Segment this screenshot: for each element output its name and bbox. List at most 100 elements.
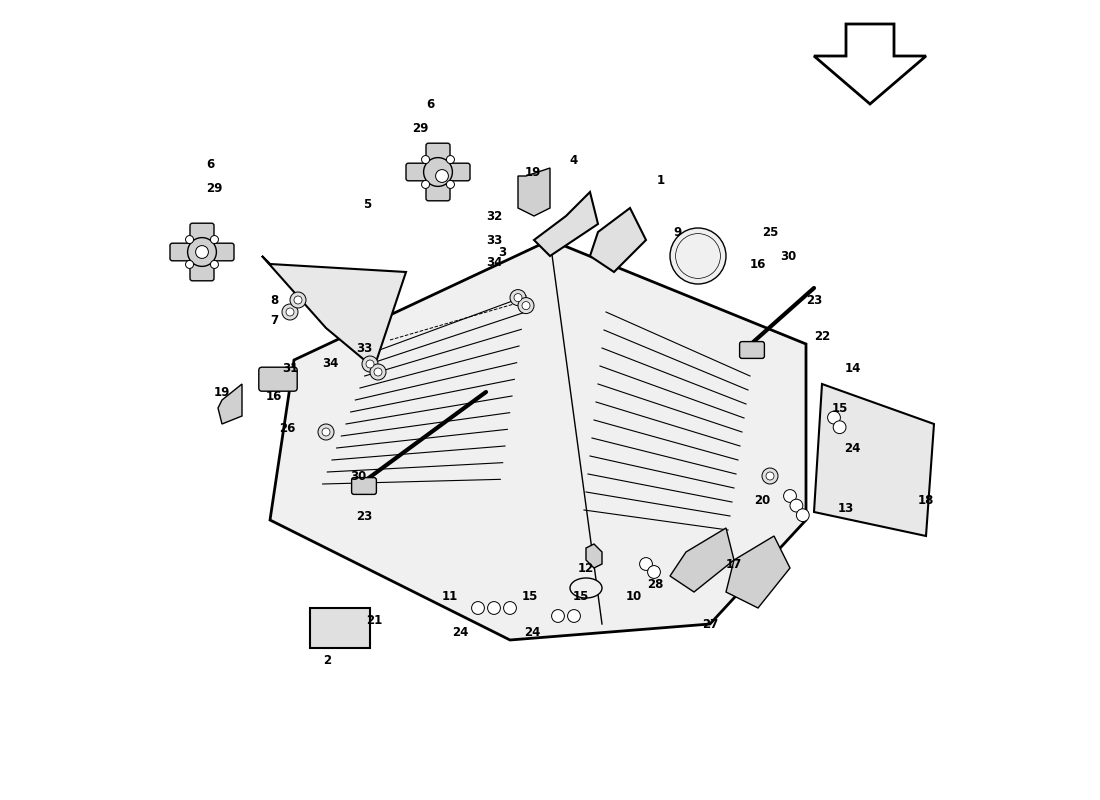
Circle shape bbox=[472, 602, 484, 614]
Circle shape bbox=[374, 368, 382, 376]
Text: 2: 2 bbox=[323, 654, 332, 666]
Text: 14: 14 bbox=[844, 362, 860, 374]
Circle shape bbox=[766, 472, 774, 480]
Text: 30: 30 bbox=[350, 470, 366, 482]
Text: 10: 10 bbox=[626, 590, 642, 602]
Polygon shape bbox=[590, 208, 646, 272]
Circle shape bbox=[282, 304, 298, 320]
Circle shape bbox=[514, 294, 522, 302]
Text: 6: 6 bbox=[426, 98, 434, 110]
Circle shape bbox=[783, 490, 796, 502]
Polygon shape bbox=[270, 240, 806, 640]
Text: 4: 4 bbox=[570, 154, 579, 166]
Text: 20: 20 bbox=[754, 494, 770, 506]
Text: 31: 31 bbox=[282, 362, 298, 374]
Text: 33: 33 bbox=[356, 342, 373, 354]
Circle shape bbox=[210, 261, 219, 269]
Text: 12: 12 bbox=[578, 562, 594, 574]
Circle shape bbox=[436, 170, 449, 182]
Circle shape bbox=[487, 602, 500, 614]
Text: 3: 3 bbox=[498, 246, 506, 258]
Circle shape bbox=[675, 234, 720, 278]
Circle shape bbox=[186, 235, 194, 243]
Circle shape bbox=[670, 228, 726, 284]
Circle shape bbox=[294, 296, 302, 304]
Circle shape bbox=[286, 308, 294, 316]
Circle shape bbox=[568, 610, 581, 622]
Circle shape bbox=[648, 566, 660, 578]
Text: 15: 15 bbox=[521, 590, 538, 602]
Circle shape bbox=[424, 158, 452, 186]
Polygon shape bbox=[534, 192, 598, 256]
Text: 28: 28 bbox=[648, 578, 663, 590]
Text: 25: 25 bbox=[762, 226, 778, 238]
Text: 7: 7 bbox=[270, 314, 278, 326]
Polygon shape bbox=[218, 384, 242, 424]
Text: 1: 1 bbox=[657, 174, 664, 186]
Text: 8: 8 bbox=[270, 294, 278, 306]
Text: 16: 16 bbox=[266, 390, 283, 402]
Text: 34: 34 bbox=[486, 256, 503, 269]
Circle shape bbox=[186, 261, 194, 269]
Polygon shape bbox=[586, 544, 602, 568]
FancyBboxPatch shape bbox=[210, 243, 234, 261]
FancyBboxPatch shape bbox=[258, 367, 297, 391]
FancyBboxPatch shape bbox=[310, 608, 370, 648]
Polygon shape bbox=[518, 168, 550, 216]
Circle shape bbox=[551, 610, 564, 622]
Text: 23: 23 bbox=[806, 294, 822, 306]
Circle shape bbox=[290, 292, 306, 308]
Circle shape bbox=[510, 290, 526, 306]
FancyBboxPatch shape bbox=[352, 478, 376, 494]
FancyBboxPatch shape bbox=[170, 243, 194, 261]
Text: 16: 16 bbox=[750, 258, 767, 270]
Text: 27: 27 bbox=[702, 618, 718, 630]
Polygon shape bbox=[262, 256, 406, 368]
Text: 6: 6 bbox=[206, 158, 214, 170]
Circle shape bbox=[518, 298, 534, 314]
Polygon shape bbox=[726, 536, 790, 608]
Circle shape bbox=[827, 411, 840, 424]
FancyBboxPatch shape bbox=[739, 342, 764, 358]
Text: 24: 24 bbox=[452, 626, 469, 638]
Circle shape bbox=[833, 421, 846, 434]
Text: 32: 32 bbox=[486, 210, 502, 222]
FancyBboxPatch shape bbox=[446, 163, 470, 181]
Circle shape bbox=[210, 235, 219, 243]
Circle shape bbox=[790, 499, 803, 512]
Circle shape bbox=[504, 602, 516, 614]
FancyBboxPatch shape bbox=[190, 223, 214, 241]
Polygon shape bbox=[814, 24, 926, 104]
Text: 19: 19 bbox=[213, 386, 230, 398]
Circle shape bbox=[318, 424, 334, 440]
Text: 34: 34 bbox=[322, 358, 338, 370]
Circle shape bbox=[322, 428, 330, 436]
Circle shape bbox=[796, 509, 810, 522]
Circle shape bbox=[522, 302, 530, 310]
Circle shape bbox=[639, 558, 652, 570]
FancyBboxPatch shape bbox=[426, 143, 450, 161]
Text: 26: 26 bbox=[279, 422, 296, 434]
Text: 15: 15 bbox=[832, 402, 848, 414]
FancyBboxPatch shape bbox=[406, 163, 430, 181]
Text: 15: 15 bbox=[572, 590, 588, 602]
Text: 29: 29 bbox=[412, 122, 429, 134]
Circle shape bbox=[421, 181, 430, 189]
Text: 5: 5 bbox=[363, 198, 372, 210]
Text: 29: 29 bbox=[206, 182, 222, 194]
Circle shape bbox=[421, 155, 430, 163]
Ellipse shape bbox=[570, 578, 602, 598]
Text: 18: 18 bbox=[917, 494, 934, 506]
Circle shape bbox=[447, 181, 454, 189]
Circle shape bbox=[366, 360, 374, 368]
Text: 33: 33 bbox=[486, 234, 502, 246]
Text: 17: 17 bbox=[726, 558, 742, 570]
Circle shape bbox=[762, 468, 778, 484]
Text: 23: 23 bbox=[356, 510, 373, 522]
Circle shape bbox=[196, 246, 208, 258]
Text: 11: 11 bbox=[442, 590, 458, 602]
Text: 13: 13 bbox=[838, 502, 854, 514]
Text: 9: 9 bbox=[674, 226, 682, 238]
Text: 21: 21 bbox=[366, 614, 382, 626]
Polygon shape bbox=[670, 528, 734, 592]
